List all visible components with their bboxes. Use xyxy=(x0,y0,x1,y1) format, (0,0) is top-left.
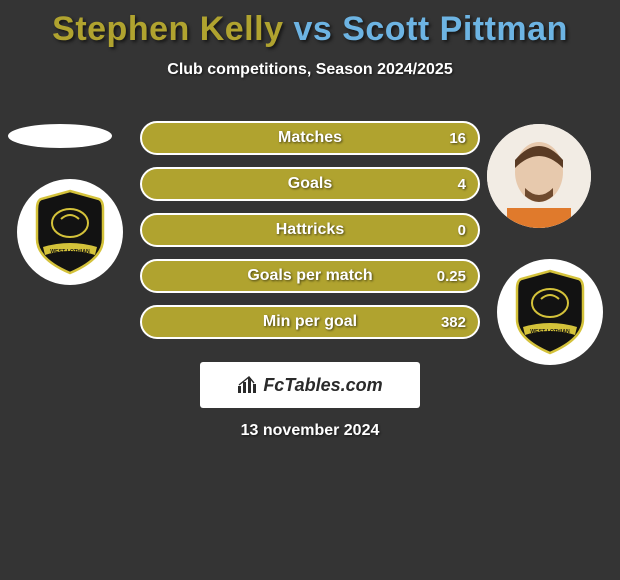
subtitle: Club competitions, Season 2024/2025 xyxy=(0,61,620,79)
shield-icon: WEST LOTHIAN xyxy=(513,269,587,355)
badge-banner-text: WEST LOTHIAN xyxy=(50,249,90,255)
stat-right-value: 0 xyxy=(458,215,466,245)
stat-row-goals: Goals 4 xyxy=(140,167,480,201)
shield-icon: WEST LOTHIAN xyxy=(33,189,107,275)
stat-right-value: 382 xyxy=(441,307,466,337)
logo-text: FcTables.com xyxy=(237,375,382,396)
title-player1: Stephen Kelly xyxy=(52,10,283,48)
stat-row-hattricks: Hattricks 0 xyxy=(140,213,480,247)
stat-label: Matches xyxy=(142,123,478,153)
title-player2: Scott Pittman xyxy=(342,10,568,48)
bars-icon xyxy=(237,376,259,394)
player1-avatar xyxy=(8,124,112,148)
player2-avatar xyxy=(487,124,591,228)
stat-label: Goals xyxy=(142,169,478,199)
snapshot-date: 13 november 2024 xyxy=(0,422,620,440)
stat-right-value: 0.25 xyxy=(437,261,466,291)
player2-face-placeholder xyxy=(487,124,591,228)
badge-banner-text: WEST LOTHIAN xyxy=(530,329,570,335)
stat-label: Hattricks xyxy=(142,215,478,245)
comparison-title: Stephen Kelly vs Scott Pittman xyxy=(0,0,620,49)
stat-right-value: 4 xyxy=(458,169,466,199)
player2-club-badge: WEST LOTHIAN xyxy=(497,259,603,365)
player1-club-badge: WEST LOTHIAN xyxy=(17,179,123,285)
fctables-logo: FcTables.com xyxy=(200,362,420,408)
stat-row-min-per-goal: Min per goal 382 xyxy=(140,305,480,339)
stat-label: Min per goal xyxy=(142,307,478,337)
stat-label: Goals per match xyxy=(142,261,478,291)
stats-container: Matches 16 Goals 4 Hattricks 0 Goals per… xyxy=(140,121,480,351)
logo-label: FcTables.com xyxy=(263,375,382,396)
title-vs: vs xyxy=(293,10,332,48)
stat-row-goals-per-match: Goals per match 0.25 xyxy=(140,259,480,293)
stat-row-matches: Matches 16 xyxy=(140,121,480,155)
stat-right-value: 16 xyxy=(449,123,466,153)
